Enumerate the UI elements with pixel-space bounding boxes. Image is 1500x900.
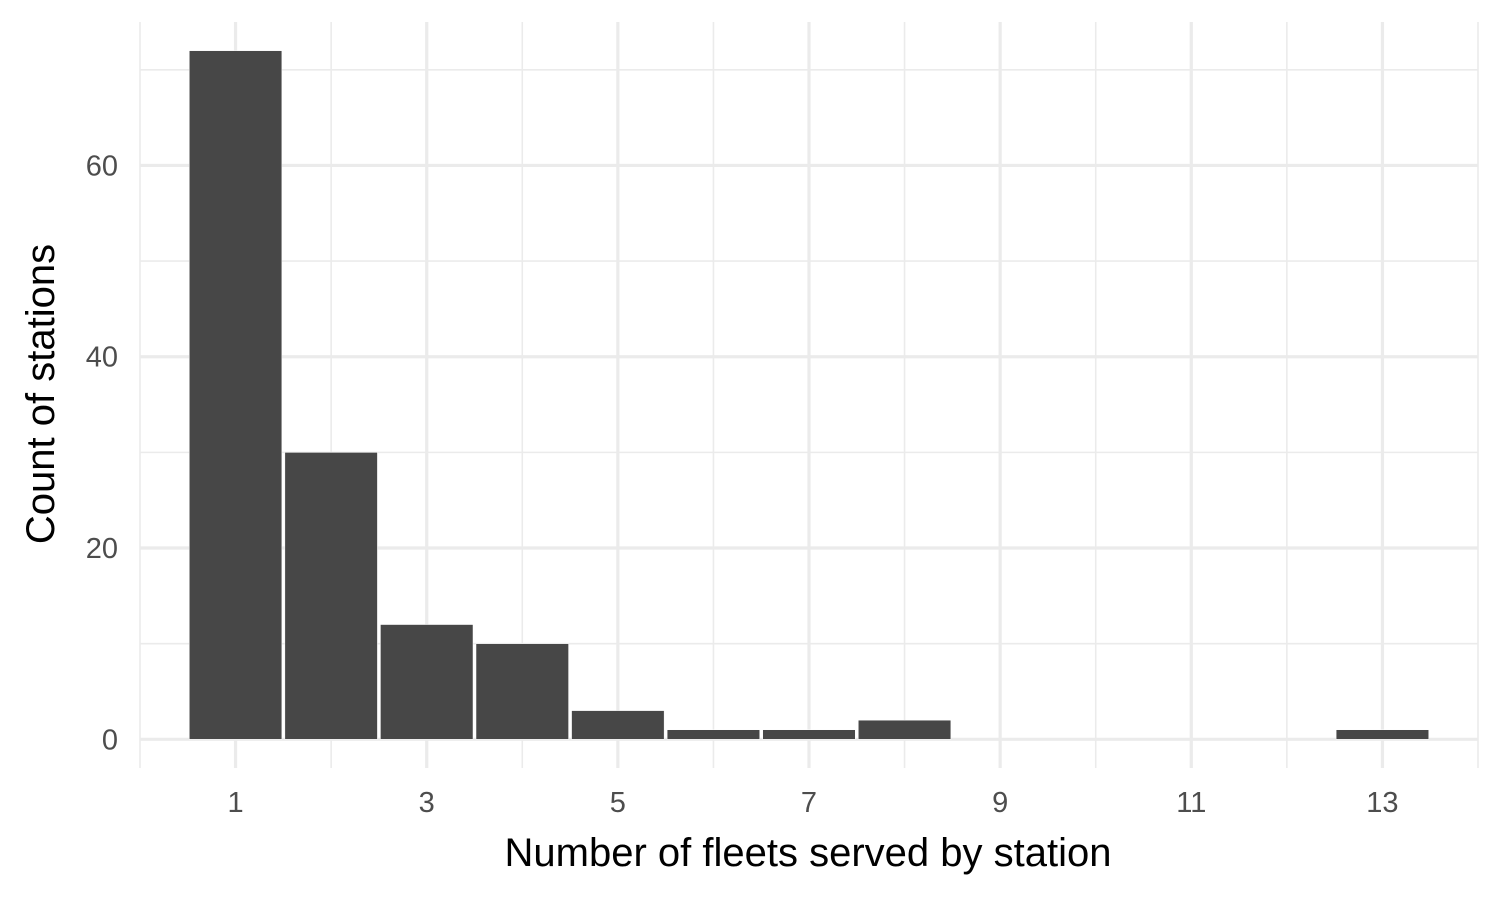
y-axis-title: Count of stations: [19, 244, 63, 544]
x-tick-label: 9: [992, 787, 1008, 819]
histogram-bar: [380, 624, 474, 740]
bars: [189, 50, 1429, 740]
histogram-bar: [475, 643, 569, 740]
histogram-bar: [189, 50, 283, 740]
x-axis-ticks: 1 3 5 7 9 11 13: [228, 787, 1399, 819]
y-tick-label: 60: [86, 150, 118, 182]
x-tick-label: 1: [228, 787, 244, 819]
y-tick-label: 40: [86, 342, 118, 374]
x-tick-label: 3: [419, 787, 435, 819]
histogram-bar: [571, 710, 665, 740]
histogram-bar: [762, 729, 856, 740]
histogram-bar: [666, 729, 760, 740]
y-tick-label: 0: [102, 724, 118, 756]
y-axis-ticks: 0 20 40 60: [86, 150, 118, 756]
histogram-bar: [858, 719, 952, 740]
y-tick-label: 20: [86, 533, 118, 565]
histogram-bar: [284, 452, 378, 740]
x-tick-label: 13: [1366, 787, 1398, 819]
x-axis-title: Number of fleets served by station: [505, 831, 1112, 875]
x-tick-label: 5: [610, 787, 626, 819]
x-tick-label: 11: [1176, 787, 1206, 819]
histogram-bar: [1335, 729, 1429, 740]
x-tick-label: 7: [801, 787, 817, 819]
